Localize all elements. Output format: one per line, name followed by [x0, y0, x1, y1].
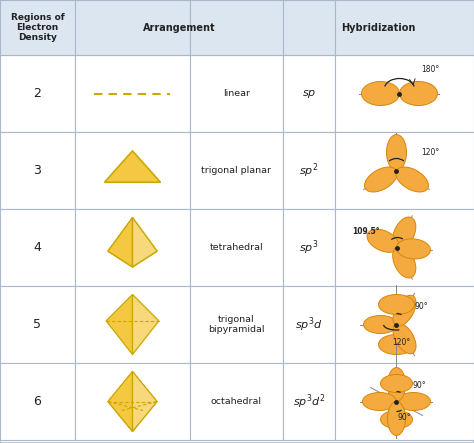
Bar: [0, 209, 75, 286]
Bar: [283, 363, 335, 440]
Text: tetrahedral: tetrahedral: [210, 243, 264, 252]
Bar: [283, 209, 335, 286]
Ellipse shape: [367, 229, 399, 253]
Bar: [75, 363, 190, 440]
Text: $sp^3$: $sp^3$: [299, 238, 319, 257]
Text: 109.5°: 109.5°: [352, 227, 380, 236]
Bar: [0, 363, 75, 440]
Bar: [335, 132, 474, 209]
Bar: [283, 132, 335, 209]
Bar: [75, 286, 190, 363]
Ellipse shape: [362, 82, 400, 105]
Bar: [75, 209, 190, 286]
Bar: [283, 0, 335, 55]
Polygon shape: [133, 372, 157, 431]
Bar: [0, 0, 474, 55]
Bar: [190, 209, 283, 286]
Polygon shape: [104, 151, 161, 182]
Bar: [335, 209, 474, 286]
Ellipse shape: [393, 295, 416, 326]
Text: 4: 4: [34, 241, 41, 254]
Polygon shape: [108, 218, 133, 267]
Text: 180°: 180°: [421, 65, 440, 74]
Bar: [190, 363, 283, 440]
Ellipse shape: [392, 217, 416, 249]
Polygon shape: [108, 372, 133, 431]
Bar: [0, 0, 75, 55]
Polygon shape: [133, 295, 159, 354]
Bar: [335, 55, 474, 132]
Bar: [190, 286, 283, 363]
Polygon shape: [108, 251, 157, 267]
Bar: [0, 55, 75, 132]
Ellipse shape: [363, 392, 396, 411]
Ellipse shape: [379, 295, 414, 315]
Bar: [190, 0, 283, 55]
Polygon shape: [108, 401, 157, 431]
Text: $sp^3d^2$: $sp^3d^2$: [293, 392, 325, 411]
Text: 90°: 90°: [398, 413, 411, 422]
Text: Hybridization: Hybridization: [341, 23, 416, 32]
Text: 120°: 120°: [421, 148, 440, 156]
Bar: [335, 363, 474, 440]
Ellipse shape: [393, 323, 416, 354]
Text: trigonal planar: trigonal planar: [201, 166, 272, 175]
Polygon shape: [106, 295, 133, 354]
Ellipse shape: [386, 135, 407, 171]
Ellipse shape: [396, 167, 428, 192]
Ellipse shape: [396, 392, 430, 411]
Ellipse shape: [396, 239, 430, 259]
Text: 6: 6: [34, 395, 41, 408]
Ellipse shape: [388, 368, 405, 401]
Text: linear: linear: [223, 89, 250, 98]
Ellipse shape: [364, 315, 398, 334]
Bar: [283, 55, 335, 132]
Bar: [75, 132, 190, 209]
Text: trigonal
bipyramidal: trigonal bipyramidal: [208, 315, 265, 334]
Text: Arrangement: Arrangement: [143, 23, 215, 32]
Text: 90°: 90°: [414, 302, 428, 311]
Bar: [75, 55, 190, 132]
Text: octahedral: octahedral: [211, 397, 262, 406]
Ellipse shape: [381, 374, 412, 392]
Ellipse shape: [392, 246, 416, 278]
Text: 2: 2: [34, 87, 41, 100]
Bar: [190, 132, 283, 209]
Ellipse shape: [379, 334, 414, 354]
Ellipse shape: [365, 167, 397, 192]
Text: Regions of
Electron
Density: Regions of Electron Density: [10, 12, 64, 43]
Bar: [335, 0, 474, 55]
Ellipse shape: [381, 411, 412, 428]
Ellipse shape: [388, 401, 405, 435]
Bar: [0, 132, 75, 209]
Bar: [283, 286, 335, 363]
Text: $sp$: $sp$: [302, 88, 316, 100]
Bar: [190, 55, 283, 132]
Bar: [75, 0, 190, 55]
Bar: [0, 286, 75, 363]
Text: 120°: 120°: [392, 338, 410, 347]
Text: 5: 5: [34, 318, 42, 331]
Text: $sp^3d$: $sp^3d$: [295, 315, 323, 334]
Text: 3: 3: [34, 164, 41, 177]
Ellipse shape: [400, 82, 438, 105]
Polygon shape: [133, 218, 157, 267]
Text: $sp^2$: $sp^2$: [299, 161, 319, 180]
Text: 90°: 90°: [412, 381, 426, 390]
Bar: [335, 286, 474, 363]
